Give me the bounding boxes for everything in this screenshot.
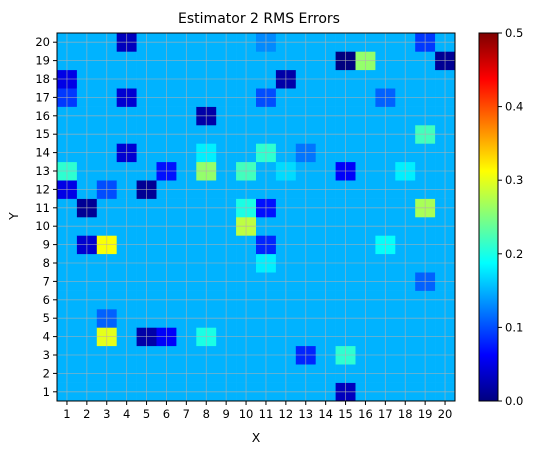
y-tick-label-11: 11 (35, 201, 50, 215)
plot-frame (56, 32, 456, 402)
x-tick-label-4: 4 (123, 407, 130, 421)
y-tick-label-2: 2 (43, 366, 50, 380)
x-tick-label-13: 13 (298, 407, 313, 421)
chart-title: Estimator 2 RMS Errors (178, 11, 340, 27)
colorbar: 0.0 0.1 0.2 0.3 0.4 0.5 (478, 26, 523, 408)
x-tick-label-11: 11 (259, 407, 274, 421)
y-tick-label-3: 3 (43, 348, 50, 362)
x-tick-label-14: 14 (318, 407, 333, 421)
y-tick-label-20: 20 (35, 35, 50, 49)
colorbar-tick-label-0.3: 0.3 (505, 173, 523, 187)
x-axis-ticks: 1 2 3 4 5 6 7 8 9 10 11 12 13 14 15 16 17 18 19 20 (63, 401, 452, 421)
x-tick-label-15: 15 (338, 407, 353, 421)
x-tick-label-17: 17 (378, 407, 393, 421)
x-tick-label-20: 20 (438, 407, 453, 421)
x-tick-label-18: 18 (398, 407, 413, 421)
x-tick-label-16: 16 (358, 407, 373, 421)
y-tick-label-18: 18 (35, 72, 50, 86)
y-tick-label-9: 9 (43, 238, 50, 252)
y-tick-label-19: 19 (35, 54, 50, 68)
y-tick-label-1: 1 (43, 385, 50, 399)
y-tick-label-10: 10 (35, 219, 50, 233)
y-tick-label-4: 4 (43, 330, 50, 344)
heatmap-cells (57, 33, 456, 402)
y-tick-label-14: 14 (35, 146, 50, 160)
y-tick-label-16: 16 (35, 109, 50, 123)
x-tick-label-19: 19 (418, 407, 433, 421)
y-tick-label-17: 17 (35, 90, 50, 104)
y-tick-label-7: 7 (43, 274, 50, 288)
colorbar-tick-label-0.1: 0.1 (505, 320, 523, 334)
x-tick-label-10: 10 (239, 407, 254, 421)
x-tick-label-3: 3 (103, 407, 110, 421)
y-tick-label-12: 12 (35, 182, 50, 196)
x-tick-label-6: 6 (163, 407, 170, 421)
y-axis-title: Y (6, 212, 21, 221)
y-tick-label-6: 6 (43, 293, 50, 307)
x-tick-label-9: 9 (222, 407, 229, 421)
colorbar-tick-label-0.4: 0.4 (505, 100, 523, 114)
x-tick-label-2: 2 (83, 407, 90, 421)
colorbar-tick-label-0.5: 0.5 (505, 26, 523, 40)
colorbar-tick-label-0.2: 0.2 (505, 247, 523, 261)
y-tick-label-15: 15 (35, 127, 50, 141)
gridlines (57, 33, 455, 401)
y-tick-label-8: 8 (43, 256, 50, 270)
x-tick-label-8: 8 (203, 407, 210, 421)
x-tick-label-5: 5 (143, 407, 150, 421)
colorbar-tick-label-0.0: 0.0 (505, 394, 523, 408)
y-tick-label-5: 5 (43, 311, 50, 325)
colorbar-ticks: 0.0 0.1 0.2 0.3 0.4 0.5 (498, 26, 523, 408)
x-tick-label-7: 7 (183, 407, 190, 421)
colorbar-gradient (478, 32, 499, 402)
x-tick-label-1: 1 (63, 407, 70, 421)
y-tick-label-13: 13 (35, 164, 50, 178)
x-tick-label-12: 12 (279, 407, 294, 421)
x-axis-title: X (252, 430, 261, 445)
